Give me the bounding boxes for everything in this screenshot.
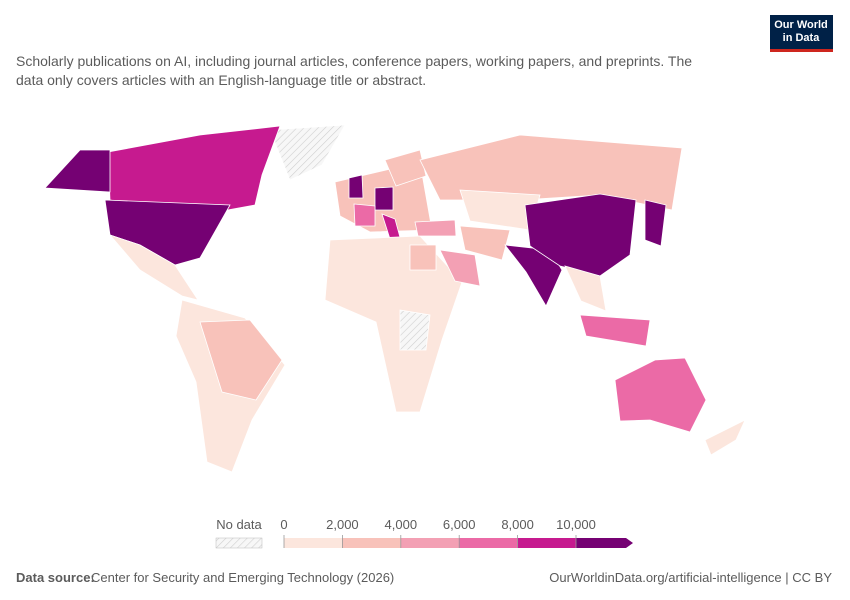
legend-no-data-swatch[interactable] [215,537,263,549]
legend-tick-label: 8,000 [501,517,534,532]
legend-bin[interactable] [342,538,401,548]
source: Center for Security and Emerging Technol… [91,570,394,585]
legend-tick-label: 6,000 [443,517,476,532]
subtitle: data only covers articles with an Englis… [16,72,426,88]
map [44,124,746,473]
logo-bar [770,49,833,52]
logo-text: Our World [774,19,828,31]
legend-tick-label: 10,000 [556,517,596,532]
country [199,319,283,401]
country [579,314,651,347]
legend: No data 0 2,000 4,000 6,000 8,000 10,000 [215,517,633,549]
legend-bin[interactable] [284,538,343,548]
country [108,234,199,301]
legend-no-data-label: No data [216,517,262,532]
logo-text: in Data [783,32,821,44]
source-label: Data source: [16,570,95,585]
legend-bin[interactable] [517,538,576,548]
country [704,419,746,456]
legend-tick-label: 4,000 [385,517,418,532]
country [269,124,346,181]
country [564,265,607,312]
country [399,309,431,351]
country [44,149,111,193]
country [459,225,511,261]
legend-bin[interactable] [400,538,460,548]
country [644,199,667,247]
country [414,219,457,237]
country [374,186,394,211]
subtitle: Scholarly publications on AI, including … [16,53,692,69]
country [409,244,437,271]
country [353,203,376,227]
country [439,249,481,287]
legend-bin[interactable] [459,538,518,548]
country [524,193,637,277]
legend-tick-label: 2,000 [326,517,359,532]
country [348,174,364,199]
country [104,199,231,266]
legend-tick-label: 0 [280,517,287,532]
logo[interactable]: Our World in Data [770,15,833,52]
country [324,235,463,413]
legend-bin[interactable] [576,538,633,548]
footer-url[interactable]: OurWorldinData.org/artificial-intelligen… [549,570,832,585]
country [419,134,683,211]
country [384,149,427,187]
logo-box [770,15,833,51]
country [614,357,707,433]
